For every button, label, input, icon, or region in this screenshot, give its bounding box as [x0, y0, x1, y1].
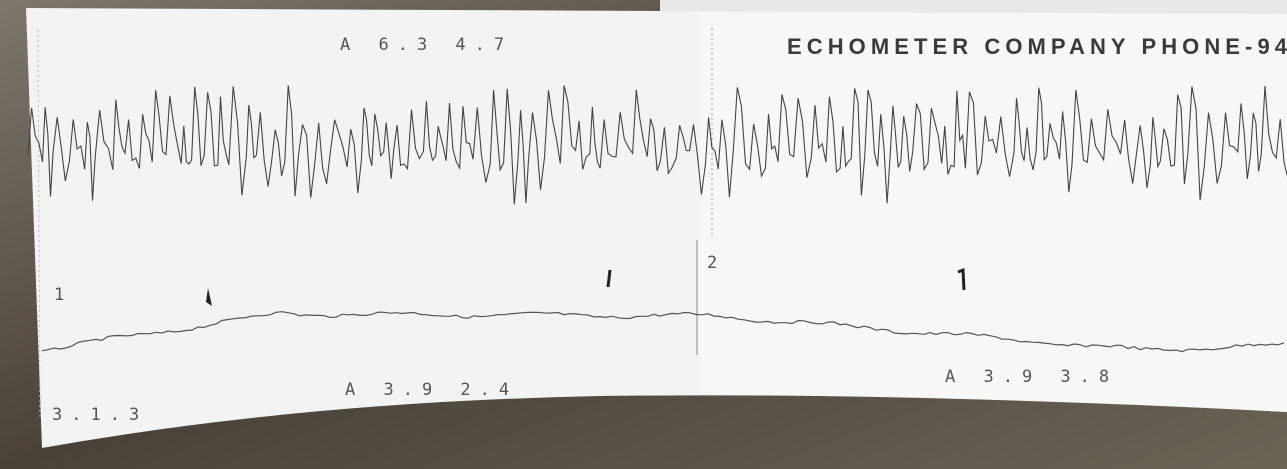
photo: A 6.3 4.7 ECHOMETER COMPANY PHONE-94 1 2… — [0, 0, 1287, 469]
reading: A 3.9 3.8 — [945, 367, 1118, 387]
title: ECHOMETER COMPANY PHONE-94 — [787, 34, 1287, 59]
marker-label: 1 — [54, 285, 73, 305]
reading: A 3.9 2.4 — [345, 380, 518, 400]
pen-mark — [608, 270, 610, 287]
paper-right — [700, 12, 1287, 412]
top-reading: A 6.3 4.7 — [340, 35, 513, 55]
marker-label: 2 — [707, 253, 726, 273]
footer-code: 3.1.3 — [52, 405, 148, 425]
